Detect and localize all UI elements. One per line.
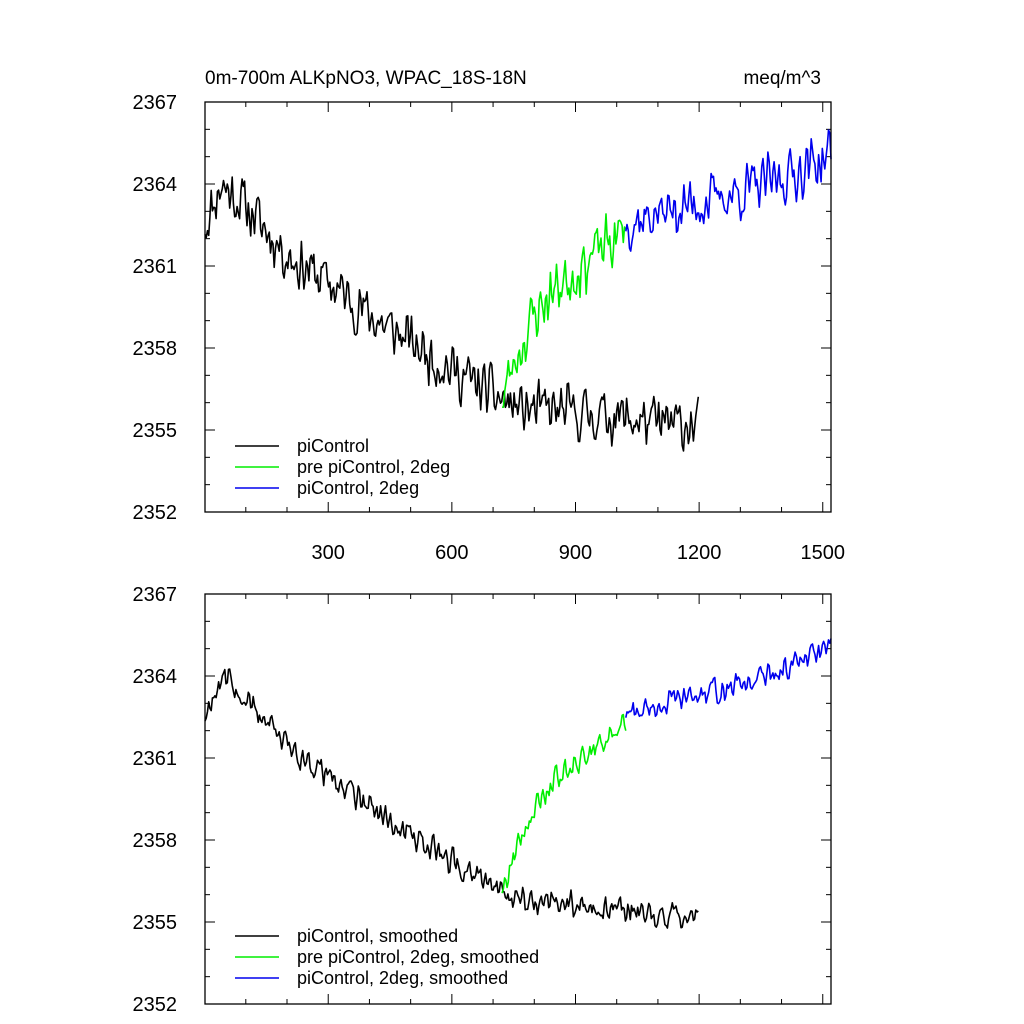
series-line-picontrol [204,176,700,452]
series-line-pre-picontrol-2deg-smoothed [501,713,627,894]
top-plot-frame [204,101,832,513]
top-panel: 0m-700m ALKpNO3, WPAC_18S-18N meq/m^3 23… [133,68,846,564]
top-series-group [204,129,832,452]
x-tick-label: 900 [559,542,592,564]
legend-label: piControl, smoothed [297,926,458,946]
series-line-picontrol-2deg-smoothed [625,638,832,718]
x-tick-label: 600 [435,542,468,564]
series-line-picontrol-2deg [625,129,832,252]
y-tick-label: 2352 [133,502,178,524]
bottom-panel: 2352 2355 2358 2361 2364 2367 piControl, smoo… [133,584,832,1016]
y-tick-label: 2361 [133,256,178,278]
x-tick-label: 300 [312,542,345,564]
legend-label: pre piControl, 2deg, smoothed [297,947,539,967]
y-tick-label: 2358 [133,830,178,852]
y-tick-label: 2358 [133,338,178,360]
legend-label: piControl, 2deg [297,478,419,498]
top-axis-ticks: 2352 2355 2358 2361 2364 2367 300 600 900 1200 150… [133,92,846,564]
y-tick-label: 2361 [133,748,178,770]
series-line-picontrol-smoothed [204,668,699,929]
top-title-left: 0m-700m ALKpNO3, WPAC_18S-18N [205,68,527,89]
series-line-pre-picontrol-2deg [502,213,627,409]
legend-label: piControl, 2deg, smoothed [297,968,508,988]
y-tick-label: 2355 [133,912,178,934]
y-tick-label: 2364 [133,666,178,688]
x-tick-label: 1200 [677,542,722,564]
legend-label: piControl [297,436,369,456]
bottom-series-group [204,638,832,929]
y-tick-label: 2364 [133,174,178,196]
y-tick-label: 2367 [133,584,178,606]
y-tick-label: 2355 [133,420,178,442]
y-tick-label: 2352 [133,994,178,1016]
x-tick-label: 1500 [801,542,846,564]
y-tick-label: 2367 [133,92,178,114]
top-title-units: meq/m^3 [743,68,821,89]
bottom-plot-frame [204,593,832,1005]
bottom-axis-ticks: 2352 2355 2358 2361 2364 2367 [133,584,831,1016]
legend-label: pre piControl, 2deg [297,457,450,477]
